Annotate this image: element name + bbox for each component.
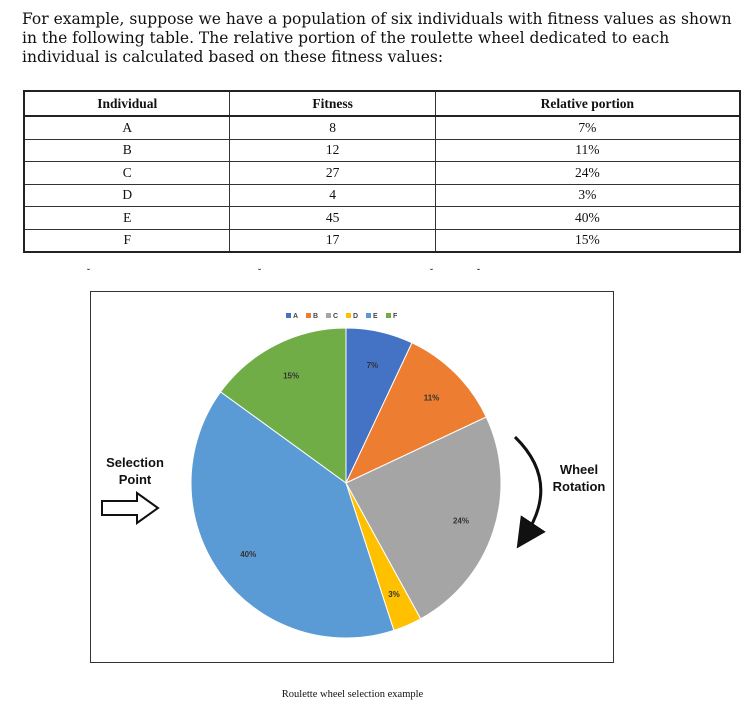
legend-label-a: A — [293, 313, 298, 320]
cell-portion: 11% — [434, 138, 741, 162]
legend-swatch-b — [306, 313, 311, 318]
cell-individual: B — [23, 138, 231, 162]
pie-slice-labels: 7% 11% 24% 3% 40% 15% — [240, 361, 469, 599]
legend-label-b: B — [313, 313, 318, 320]
legend-swatch-d — [346, 313, 351, 318]
intro-paragraph: For example, suppose we have a populatio… — [22, 10, 732, 66]
pie-slice-b — [344, 342, 487, 485]
table-row: C 27 24% — [23, 161, 741, 185]
text-fragment — [258, 263, 261, 270]
selection-label-line2: Point — [119, 472, 152, 487]
pie-label-d: 3% — [388, 590, 400, 599]
cell-individual: F — [23, 228, 231, 253]
legend-label-c: C — [333, 313, 338, 320]
rotation-label-line2: Rotation — [553, 479, 606, 494]
legend-swatch-c — [326, 313, 331, 318]
legend-label-d: D — [353, 313, 358, 320]
legend-swatch-a — [286, 313, 291, 318]
fitness-table: Individual Fitness Relative portion A 8 7%… — [23, 90, 741, 253]
table-row: B 12 11% — [23, 138, 741, 162]
cell-portion: 15% — [434, 228, 741, 253]
legend-label-f: F — [393, 313, 398, 320]
clipped-text-remnants — [0, 263, 755, 275]
cell-portion: 3% — [434, 183, 741, 207]
cell-fitness: 4 — [229, 183, 436, 207]
text-fragment — [430, 263, 433, 270]
cell-portion: 40% — [434, 206, 741, 230]
cell-fitness: 27 — [229, 161, 436, 185]
table-row: F 17 15% — [23, 228, 741, 253]
figure-caption: Roulette wheel selection example — [281, 689, 424, 700]
legend-label-e: E — [373, 313, 378, 320]
column-header-relative-portion: Relative portion — [434, 90, 741, 117]
pie-slice-c — [345, 416, 502, 620]
cell-fitness: 8 — [229, 115, 436, 140]
text-fragment — [87, 263, 90, 270]
table-row: A 8 7% — [23, 115, 741, 140]
cell-individual: A — [23, 115, 231, 140]
text-fragment — [477, 263, 480, 270]
cell-individual: C — [23, 161, 231, 185]
column-header-individual: Individual — [23, 90, 231, 117]
legend-swatch-f — [386, 313, 391, 318]
pie-label-e: 40% — [240, 550, 256, 559]
cell-fitness: 17 — [229, 228, 436, 253]
legend-swatch-e — [366, 313, 371, 318]
cell-fitness: 12 — [229, 138, 436, 162]
selection-arrow-icon — [101, 491, 160, 525]
pie-label-c: 24% — [453, 516, 469, 525]
pie-label-b: 11% — [424, 394, 440, 403]
chart-legend: A B C D E F — [286, 313, 398, 320]
cell-individual: E — [23, 206, 231, 230]
cell-fitness: 45 — [229, 206, 436, 230]
cell-portion: 24% — [434, 161, 741, 185]
pie-slice-f — [219, 327, 347, 484]
table-row: D 4 3% — [23, 183, 741, 207]
table-row: E 45 40% — [23, 206, 741, 230]
pie-label-f: 15% — [283, 371, 299, 380]
rotation-arrow-icon — [513, 435, 546, 549]
cell-individual: D — [23, 183, 231, 207]
cell-portion: 7% — [434, 115, 741, 140]
rotation-label-line1: Wheel — [560, 462, 598, 477]
table-header-row: Individual Fitness Relative portion — [23, 90, 741, 117]
column-header-fitness: Fitness — [229, 90, 436, 117]
selection-label-line1: Selection — [106, 455, 164, 470]
pie-slice-e — [190, 391, 395, 639]
pie-label-a: 7% — [367, 361, 379, 370]
pie-slices — [190, 327, 502, 639]
